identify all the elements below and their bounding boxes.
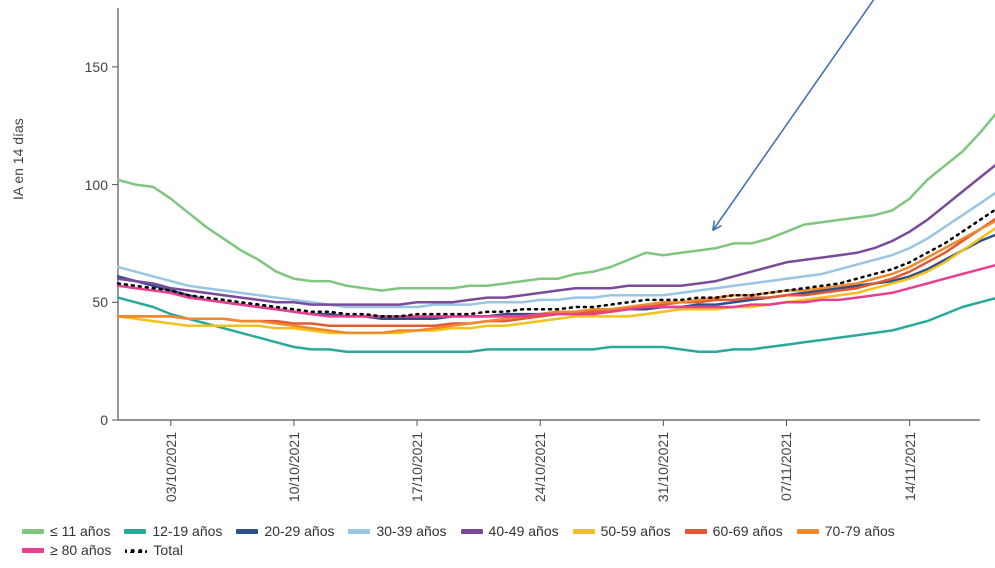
legend-item-g60_69: 60-69 años: [685, 522, 783, 541]
legend-item-g40_49: 40-49 años: [461, 522, 559, 541]
legend-label: 30-39 años: [376, 522, 446, 541]
legend-swatch: [797, 529, 819, 534]
legend-swatch: [685, 529, 707, 534]
legend-item-total: Total: [125, 541, 183, 560]
legend-swatch: [573, 529, 595, 534]
legend-label: Total: [153, 541, 183, 560]
legend: ≤ 11 años 12-19 años 20-29 años 30-39 años 4…: [22, 522, 985, 560]
legend-item-g20_29: 20-29 años: [236, 522, 334, 541]
legend-label: 60-69 años: [713, 522, 783, 541]
x-tick-label: 10/10/2021: [286, 432, 302, 502]
x-tick-label: 14/11/2021: [902, 432, 918, 501]
legend-label: ≤ 11 años: [50, 522, 110, 541]
legend-swatch: [124, 529, 146, 534]
series-g40_49: [118, 112, 995, 305]
legend-item-ge80: ≥ 80 años: [22, 541, 111, 560]
legend-label: 40-49 años: [489, 522, 559, 541]
x-tick-label: 24/10/2021: [532, 432, 548, 502]
legend-label: ≥ 80 años: [50, 541, 111, 560]
legend-label: 50-59 años: [601, 522, 671, 541]
legend-swatch: [22, 548, 44, 553]
legend-label: 70-79 años: [825, 522, 895, 541]
legend-label: 20-29 años: [264, 522, 334, 541]
y-tick-label: 50: [68, 294, 108, 310]
legend-swatch: [125, 549, 147, 553]
legend-swatch: [461, 529, 483, 534]
legend-item-g50_59: 50-59 años: [573, 522, 671, 541]
legend-item-lt11: ≤ 11 años: [22, 522, 110, 541]
x-tick-label: 17/10/2021: [409, 432, 425, 502]
legend-swatch: [348, 529, 370, 534]
x-tick-label: 31/10/2021: [655, 432, 671, 502]
legend-item-g12_19: 12-19 años: [124, 522, 222, 541]
chart-container: IA en 14 días 0 50 100 150 03/10/2021 10/10/…: [0, 0, 995, 568]
y-tick-label: 150: [68, 59, 108, 75]
legend-item-g70_79: 70-79 años: [797, 522, 895, 541]
x-tick-label: 07/11/2021: [778, 432, 794, 501]
legend-item-g30_39: 30-39 años: [348, 522, 446, 541]
line-chart: [0, 0, 995, 568]
y-tick-label: 0: [68, 412, 108, 428]
legend-label: 12-19 años: [152, 522, 222, 541]
x-tick-label: 03/10/2021: [163, 432, 179, 502]
y-axis-label: IA en 14 días: [10, 118, 26, 200]
legend-swatch: [236, 529, 258, 534]
y-tick-label: 100: [68, 177, 108, 193]
legend-swatch: [22, 529, 44, 534]
